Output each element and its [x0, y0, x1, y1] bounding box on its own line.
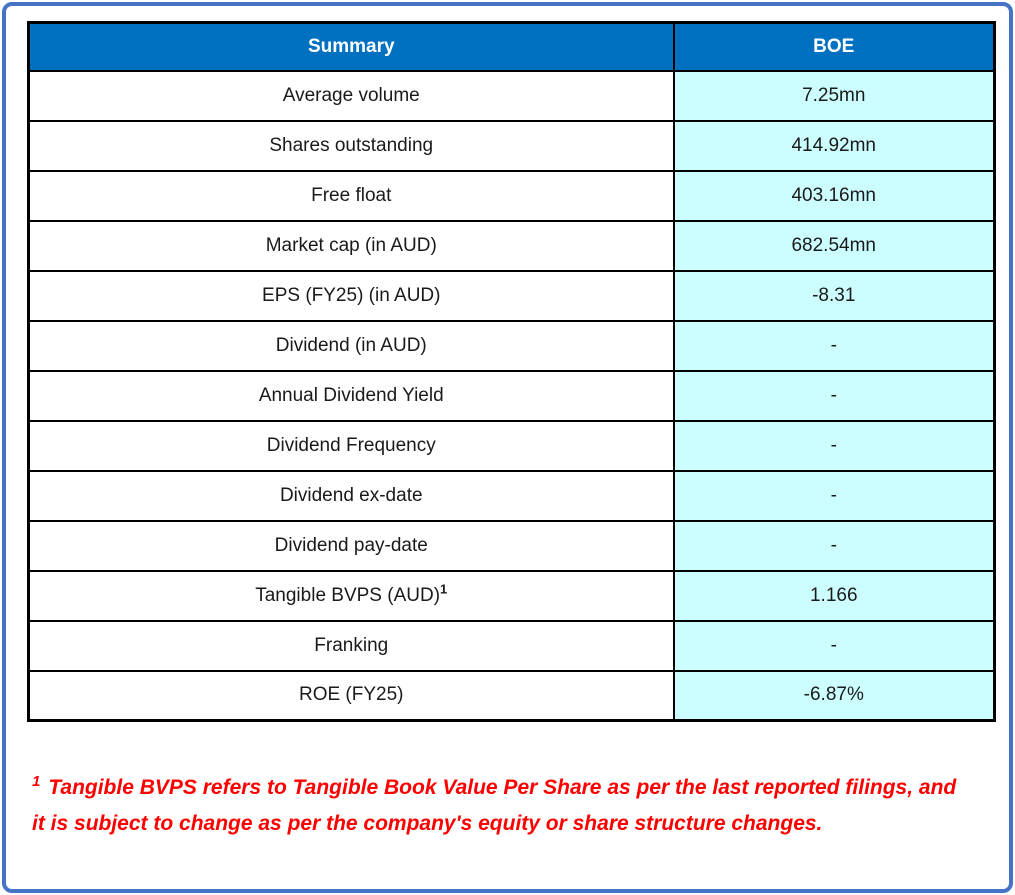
table-row: Dividend pay-date - — [27, 519, 996, 572]
metric-value-cell: - — [672, 519, 996, 572]
table-row: Shares outstanding 414.92mn — [27, 119, 996, 172]
table-row: Tangible BVPS (AUD)1 1.166 — [27, 569, 996, 622]
metric-value-cell: - — [672, 319, 996, 372]
metric-label-cell: ROE (FY25) — [27, 669, 675, 722]
metric-label-cell: Dividend ex-date — [27, 469, 675, 522]
metric-value-cell: -8.31 — [672, 269, 996, 322]
metric-value-cell: - — [672, 469, 996, 522]
metric-value-cell: 414.92mn — [672, 119, 996, 172]
footnote-superscript: 1 — [32, 773, 41, 790]
table-row: EPS (FY25) (in AUD) -8.31 — [27, 269, 996, 322]
metric-value-cell: 1.166 — [672, 569, 996, 622]
metric-label-cell: Free float — [27, 169, 675, 222]
metric-label-cell: Dividend Frequency — [27, 419, 675, 472]
table-body: Average volume 7.25mn Shares outstanding… — [27, 69, 996, 722]
table-row: Annual Dividend Yield - — [27, 369, 996, 422]
metric-value-cell: 7.25mn — [672, 69, 996, 122]
footnote: 1 Tangible BVPS refers to Tangible Book V… — [32, 770, 957, 842]
table-row: Average volume 7.25mn — [27, 69, 996, 122]
footnote-text: Tangible BVPS refers to Tangible Book Va… — [32, 776, 957, 836]
table-row: Dividend ex-date - — [27, 469, 996, 522]
metric-label-cell: Average volume — [27, 69, 675, 122]
metric-label-cell: EPS (FY25) (in AUD) — [27, 269, 675, 322]
metric-label-cell: Dividend (in AUD) — [27, 319, 675, 372]
header-row: Summary BOE — [27, 21, 996, 72]
table-row: Market cap (in AUD) 682.54mn — [27, 219, 996, 272]
metric-label-cell: Dividend pay-date — [27, 519, 675, 572]
boe-column-header: BOE — [672, 21, 996, 72]
table-row: ROE (FY25) -6.87% — [27, 669, 996, 722]
summary-column-header: Summary — [27, 21, 675, 72]
metric-value-cell: - — [672, 619, 996, 672]
metric-label-cell: Market cap (in AUD) — [27, 219, 675, 272]
table-row: Dividend Frequency - — [27, 419, 996, 472]
metric-value-cell: - — [672, 419, 996, 472]
metric-label-cell: Franking — [27, 619, 675, 672]
metric-value-cell: - — [672, 369, 996, 422]
summary-table: Summary BOE Average volume 7.25mn Shares… — [27, 21, 996, 722]
metric-label-cell: Annual Dividend Yield — [27, 369, 675, 422]
table-row: Dividend (in AUD) - — [27, 319, 996, 372]
metric-value-cell: -6.87% — [672, 669, 996, 722]
metric-value-cell: 682.54mn — [672, 219, 996, 272]
metric-label-cell: Tangible BVPS (AUD)1 — [27, 569, 675, 622]
table-row: Franking - — [27, 619, 996, 672]
table-row: Free float 403.16mn — [27, 169, 996, 222]
summary-table-container: Summary BOE Average volume 7.25mn Shares… — [27, 21, 996, 722]
metric-value-cell: 403.16mn — [672, 169, 996, 222]
metric-label-cell: Shares outstanding — [27, 119, 675, 172]
